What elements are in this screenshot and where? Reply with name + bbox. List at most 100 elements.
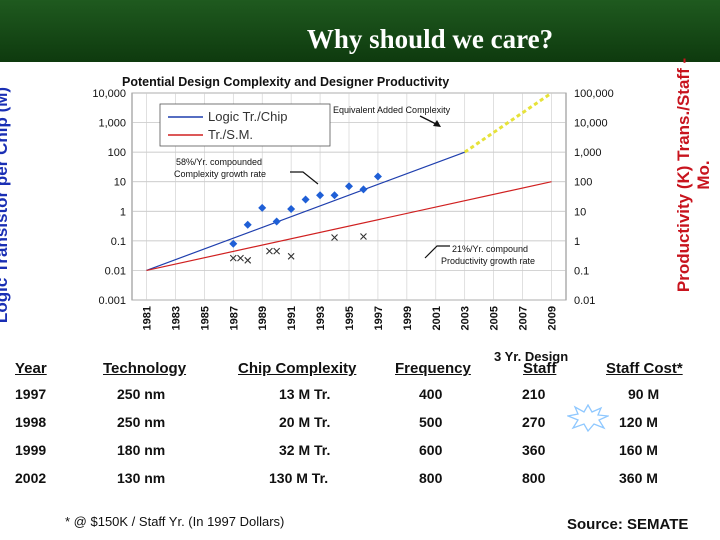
x-tick-label: 2003: [460, 306, 472, 330]
x-tick-label: 1985: [199, 306, 211, 330]
cell-chip-complexity: 32 M Tr.: [279, 442, 331, 458]
cell-technology: 130 nm: [117, 470, 166, 486]
annotation-arrow: [424, 245, 450, 259]
y-tick-label-left: 10,000: [92, 88, 126, 100]
complexity-data-point: [229, 239, 238, 248]
cell-staff-cost: 160 M: [619, 442, 658, 458]
cell-year: 1999: [15, 442, 47, 458]
annotation-arrow: [290, 171, 319, 185]
y-tick-label-left: 1: [120, 206, 126, 218]
cell-staff: 270: [522, 414, 546, 430]
productivity-data-point: [287, 252, 295, 260]
complexity-data-point: [272, 217, 281, 226]
cell-staff: 210: [522, 386, 546, 402]
complexity-data-point: [287, 204, 296, 213]
footnote: * @ $150K / Staff Yr. (In 1997 Dollars): [65, 514, 285, 529]
chart-title: Potential Design Complexity and Designer…: [122, 75, 449, 89]
x-tick-label: 2001: [431, 306, 443, 330]
x-tick-label: 2005: [489, 306, 501, 330]
y-tick-label-left: 0.1: [111, 236, 126, 248]
cell-technology: 180 nm: [117, 442, 166, 458]
x-tick-label: 1989: [257, 306, 269, 330]
y-tick-label-right: 10,000: [574, 118, 608, 130]
x-tick-label: 1995: [344, 306, 356, 330]
header-staff-cost: Staff Cost*: [606, 360, 683, 377]
source-label: Source: SEMATE: [567, 516, 689, 533]
header-year: Year: [15, 360, 47, 377]
x-tick-label: 1981: [141, 306, 153, 330]
annotation-text: 58%/Yr. compounded: [176, 157, 262, 167]
x-tick-label: 1999: [402, 306, 414, 330]
legend-label: Tr./S.M.: [208, 127, 253, 142]
header-frequency: Frequency: [395, 360, 471, 377]
cell-technology: 250 nm: [117, 386, 166, 402]
complexity-data-point: [258, 203, 267, 212]
cell-chip-complexity: 20 M Tr.: [279, 414, 331, 430]
complexity-data-point: [373, 172, 382, 181]
y-tick-label-right: 0.01: [574, 295, 595, 307]
cell-year: 2002: [15, 470, 47, 486]
y-tick-label-left: 1,000: [98, 118, 126, 130]
y-tick-label-left: 100: [108, 147, 126, 159]
header-chip-complexity: Chip Complexity: [238, 360, 357, 377]
y-tick-label-left: 10: [114, 177, 126, 189]
series-line-logic-tr-chip: [146, 151, 465, 271]
cell-year: 1997: [15, 386, 47, 402]
x-tick-label: 2007: [518, 306, 530, 330]
annotation-text: Productivity growth rate: [441, 256, 535, 266]
cell-chip-complexity: 130 M Tr.: [269, 470, 329, 486]
x-tick-label: 1983: [170, 306, 182, 330]
productivity-data-point: [331, 234, 338, 241]
cell-frequency: 600: [419, 442, 443, 458]
annotation-text: Complexity growth rate: [174, 169, 266, 179]
y-tick-label-right: 1,000: [574, 147, 602, 159]
starburst-icon: [567, 404, 609, 432]
three-year-design-label: 3 Yr. Design: [494, 349, 569, 364]
y-tick-label-right: 0.1: [574, 265, 589, 277]
annotation-text: Equivalent Added Complexity: [333, 105, 451, 115]
complexity-data-point: [345, 182, 353, 191]
complexity-data-point: [359, 185, 368, 194]
complexity-data-point: [243, 220, 252, 229]
legend-label: Logic Tr./Chip: [208, 109, 288, 124]
x-tick-label: 1993: [315, 306, 327, 330]
cell-year: 1998: [15, 414, 47, 430]
cell-staff-cost: 90 M: [628, 386, 660, 402]
header-staff: Staff: [523, 360, 557, 377]
y-tick-label-right: 100,000: [574, 88, 614, 100]
y-tick-label-right: 10: [574, 206, 586, 218]
complexity-data-point: [301, 195, 310, 204]
x-tick-label: 2009: [547, 306, 559, 330]
x-tick-label: 1991: [286, 306, 298, 330]
y-tick-label-left: 0.001: [98, 295, 126, 307]
title-banner: [0, 0, 720, 62]
cell-staff-cost: 360 M: [619, 470, 658, 486]
projection-line: [463, 91, 553, 154]
productivity-data-point: [244, 256, 252, 264]
legend-box: [159, 103, 331, 147]
y-tick-label-left: 0.01: [105, 265, 126, 277]
cell-frequency: 400: [419, 386, 443, 402]
y-tick-label-right: 1: [574, 236, 580, 248]
annotation-arrowhead: [433, 120, 441, 127]
productivity-data-point: [266, 247, 273, 255]
x-tick-label: 1997: [373, 306, 385, 330]
cell-frequency: 800: [419, 470, 443, 486]
productivity-data-point: [360, 233, 367, 240]
complexity-productivity-chart: Potential Design Complexity and Designer…: [92, 75, 614, 330]
series-line-tr-s-m-: [146, 181, 552, 272]
productivity-data-point: [229, 254, 237, 262]
complexity-data-point: [316, 191, 325, 200]
productivity-data-point: [237, 254, 244, 262]
cell-chip-complexity: 13 M Tr.: [279, 386, 331, 402]
header-technology: Technology: [103, 360, 187, 377]
cell-staff: 800: [522, 470, 546, 486]
y-tick-label-right: 100: [574, 177, 592, 189]
complexity-data-point: [330, 191, 339, 200]
cell-technology: 250 nm: [117, 414, 166, 430]
cell-staff: 360: [522, 442, 546, 458]
productivity-data-point: [273, 247, 281, 255]
x-tick-label: 1987: [228, 306, 240, 330]
cell-frequency: 500: [419, 414, 443, 430]
annotation-text: 21%/Yr. compound: [452, 244, 528, 254]
